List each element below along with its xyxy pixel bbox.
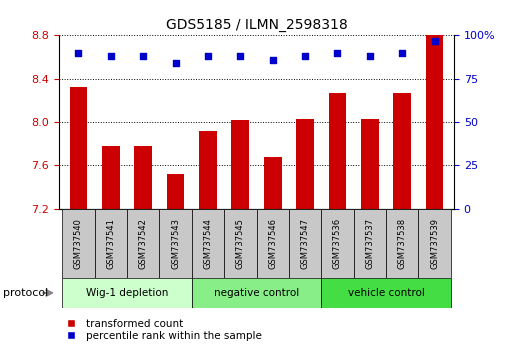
Point <box>107 53 115 59</box>
Text: GSM737542: GSM737542 <box>139 218 148 269</box>
Point <box>139 53 147 59</box>
Text: GSM737547: GSM737547 <box>301 218 309 269</box>
Bar <box>419 209 451 278</box>
Bar <box>426 35 443 209</box>
Text: GSM737544: GSM737544 <box>204 218 212 269</box>
Bar <box>321 209 353 278</box>
Bar <box>361 119 379 209</box>
Bar <box>264 157 282 209</box>
Bar <box>134 146 152 209</box>
Point <box>236 53 244 59</box>
Text: GSM737540: GSM737540 <box>74 218 83 269</box>
Bar <box>192 278 321 308</box>
Text: negative control: negative control <box>214 288 299 298</box>
Point <box>333 50 342 56</box>
Text: vehicle control: vehicle control <box>348 288 424 298</box>
Bar <box>353 209 386 278</box>
Text: GSM737546: GSM737546 <box>268 218 277 269</box>
Bar <box>296 119 314 209</box>
Bar <box>231 120 249 209</box>
Bar <box>160 209 192 278</box>
Text: GSM737541: GSM737541 <box>106 218 115 269</box>
Text: GSM737539: GSM737539 <box>430 218 439 269</box>
Text: GSM737538: GSM737538 <box>398 218 407 269</box>
Bar <box>289 209 321 278</box>
Bar <box>256 209 289 278</box>
Text: Wig-1 depletion: Wig-1 depletion <box>86 288 168 298</box>
Point <box>74 50 83 56</box>
Bar <box>94 209 127 278</box>
Bar <box>386 209 419 278</box>
Bar <box>127 209 160 278</box>
Bar <box>62 278 192 308</box>
Bar <box>224 209 256 278</box>
Point <box>204 53 212 59</box>
Point <box>269 57 277 63</box>
Point <box>430 38 439 44</box>
Bar <box>70 87 87 209</box>
Bar <box>328 93 346 209</box>
Text: GSM737537: GSM737537 <box>365 218 374 269</box>
Bar <box>199 131 217 209</box>
Text: GSM737545: GSM737545 <box>236 218 245 269</box>
Bar <box>102 146 120 209</box>
Point <box>366 53 374 59</box>
Bar <box>321 278 451 308</box>
Point <box>398 50 406 56</box>
Bar <box>393 93 411 209</box>
Title: GDS5185 / ILMN_2598318: GDS5185 / ILMN_2598318 <box>166 18 347 32</box>
Bar <box>62 209 94 278</box>
Bar <box>167 174 185 209</box>
Text: GSM737543: GSM737543 <box>171 218 180 269</box>
Point <box>301 53 309 59</box>
Bar <box>192 209 224 278</box>
Point <box>171 60 180 66</box>
Legend: transformed count, percentile rank within the sample: transformed count, percentile rank withi… <box>56 315 266 345</box>
Text: protocol: protocol <box>3 288 48 298</box>
Text: GSM737536: GSM737536 <box>333 218 342 269</box>
